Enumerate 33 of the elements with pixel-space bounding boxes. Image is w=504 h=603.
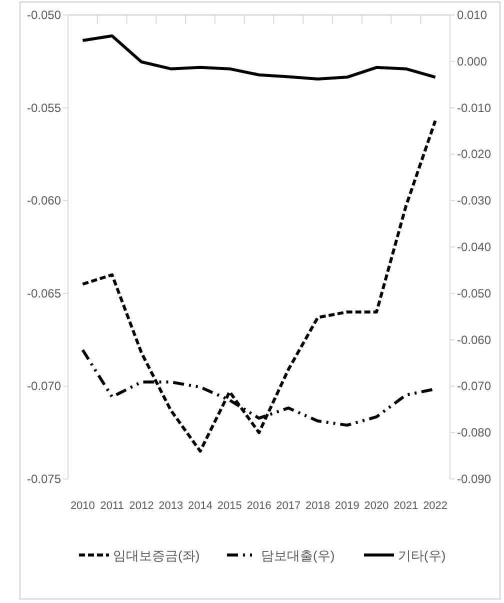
y2-tick-label: -0.010 <box>457 100 492 115</box>
y2-tick-label: -0.060 <box>457 332 492 347</box>
x-tick-label: 2017 <box>276 500 301 512</box>
x-tick-label: 2012 <box>129 500 154 512</box>
y-tick-label: -0.050 <box>26 8 62 22</box>
y2-tick-label: -0.050 <box>457 286 492 300</box>
y-tick-label: -0.055 <box>26 100 62 115</box>
x-tick-label: 2016 <box>246 500 272 512</box>
y-tick-label: -0.070 <box>26 379 62 394</box>
x-tick-label: 2014 <box>188 500 212 512</box>
x-tick-label: 2022 <box>423 500 448 512</box>
legend-label: 임대보증금(좌) <box>113 548 200 563</box>
y-tick-label: -0.075 <box>26 472 62 486</box>
y2-tick-label: -0.080 <box>457 426 492 440</box>
x-tick-label: 2011 <box>100 500 124 512</box>
x-tick-label: 2020 <box>364 500 389 512</box>
x-tick-label: 2018 <box>306 500 330 512</box>
x-tick-label: 2010 <box>70 500 95 512</box>
x-tick-label: 2021 <box>394 500 418 512</box>
y2-tick-label: -0.090 <box>457 472 492 486</box>
legend-label: 기타(우) <box>398 548 446 563</box>
y-tick-label: -0.065 <box>26 286 62 300</box>
y2-tick-label: -0.070 <box>457 379 492 394</box>
legend-label: 담보대출(우) <box>261 548 335 563</box>
x-tick-label: 2019 <box>334 500 360 512</box>
x-tick-label: 2015 <box>217 500 242 512</box>
y2-tick-label: -0.020 <box>457 147 492 162</box>
y-tick-label: -0.060 <box>26 194 62 208</box>
x-tick-label: 2013 <box>158 500 184 512</box>
y2-tick-label: -0.040 <box>457 240 492 254</box>
y2-tick-label: 0.010 <box>457 8 488 22</box>
y2-tick-label: 0.000 <box>457 54 488 68</box>
y2-tick-label: -0.030 <box>457 194 492 208</box>
